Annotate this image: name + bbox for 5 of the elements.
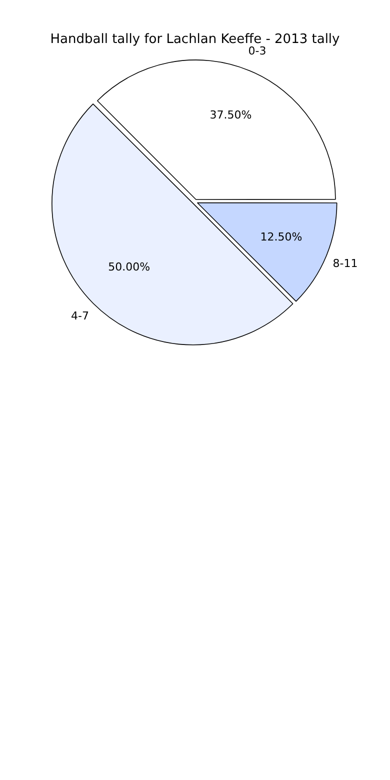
data-label: 50.00% <box>108 260 150 274</box>
data-label: 37.50% <box>210 108 252 122</box>
slice-label: 4-7 <box>70 310 89 323</box>
data-label: 12.50% <box>260 230 302 244</box>
slice-label: 8-11 <box>332 256 358 270</box>
